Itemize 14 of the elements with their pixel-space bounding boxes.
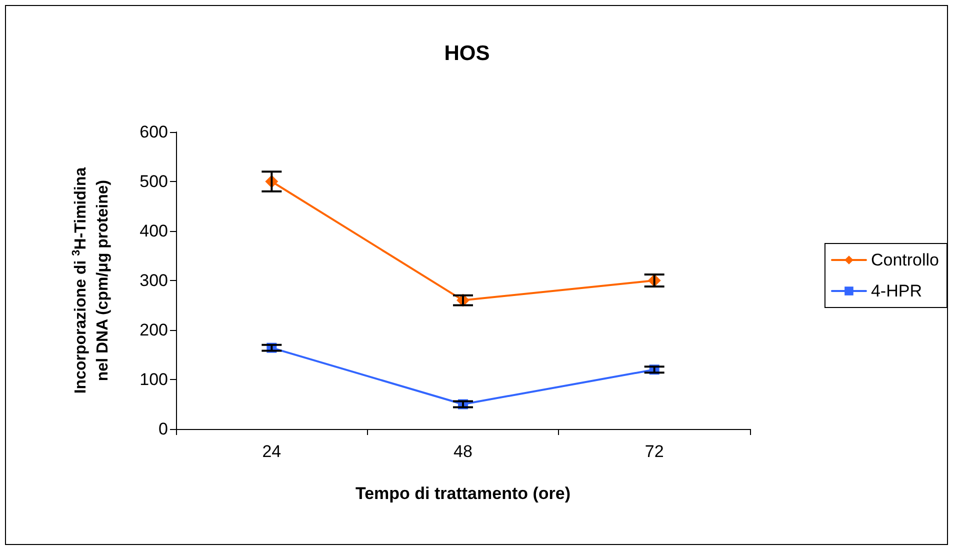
y-tick-label: 200: [140, 320, 168, 340]
chart-title: HOS: [444, 42, 490, 65]
x-tick-label: 72: [644, 442, 664, 461]
x-axis-title: Tempo di trattamento (ore): [355, 484, 571, 503]
y-tick-label: 300: [140, 271, 168, 290]
legend-label: Controllo: [870, 250, 940, 270]
y-tick-label: 600: [140, 122, 168, 142]
legend-label: 4-HPR: [870, 282, 922, 300]
y-tick-label: 100: [140, 370, 168, 389]
y-tick-label: 500: [140, 172, 168, 191]
x-tick-label: 48: [454, 442, 472, 461]
y-tick-label: 400: [140, 222, 168, 240]
x-tick-label: 24: [262, 442, 282, 461]
y-tick-label: 0: [158, 420, 168, 438]
